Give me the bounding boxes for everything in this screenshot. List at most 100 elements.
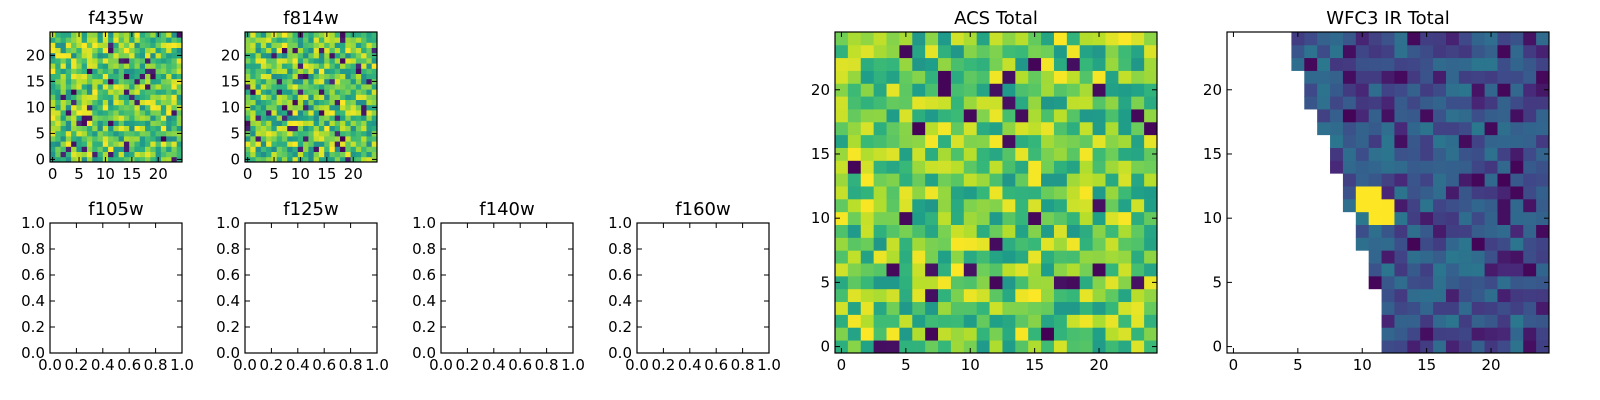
heatmap-cell <box>835 134 849 148</box>
heatmap-cell <box>255 47 262 54</box>
heatmap-cell <box>1433 211 1447 225</box>
heatmap-cell <box>1394 186 1408 200</box>
heatmap-cell <box>1131 57 1145 71</box>
heatmap-cell <box>1536 160 1550 174</box>
heatmap-cell <box>139 120 146 126</box>
heatmap-cell <box>912 224 926 238</box>
heatmap-cell <box>108 73 114 80</box>
heatmap-cell <box>1484 186 1498 200</box>
heatmap-cell <box>166 68 172 74</box>
heatmap-cell <box>303 37 309 43</box>
heatmap-cell <box>371 120 378 126</box>
heatmap-cell <box>287 99 293 106</box>
heatmap-cell <box>1041 44 1055 59</box>
heatmap-cell <box>1445 224 1460 238</box>
heatmap-cell <box>281 32 288 38</box>
heatmap-cell <box>1536 237 1550 251</box>
heatmap-cell <box>171 73 178 80</box>
heatmap-cell <box>281 151 288 158</box>
heatmap-cell <box>1041 237 1055 251</box>
heatmap-cell <box>255 52 262 59</box>
heatmap-cell <box>50 146 56 152</box>
heatmap-cell <box>886 314 900 328</box>
heatmap-cell <box>113 78 120 85</box>
heatmap-cell <box>899 70 913 84</box>
heatmap-cell <box>250 58 256 64</box>
heatmap-cell <box>276 110 283 116</box>
heatmap-cell <box>118 120 125 126</box>
heatmap-cell <box>145 47 151 54</box>
heatmap-cell <box>276 58 283 64</box>
heatmap-cell <box>963 250 978 264</box>
heatmap-cell <box>50 73 56 80</box>
heatmap-cell <box>292 68 299 74</box>
heatmap-cell <box>1368 44 1382 59</box>
heatmap-cell <box>860 186 875 200</box>
heatmap-cell <box>292 63 299 69</box>
heatmap-cell <box>150 125 156 132</box>
heatmap-cell <box>1536 32 1550 46</box>
heatmap-cell <box>1015 198 1029 213</box>
heatmap-cell <box>361 120 367 126</box>
heatmap-cell <box>1118 109 1132 123</box>
heatmap-cell <box>292 99 299 106</box>
heatmap-cell <box>345 68 351 74</box>
heatmap-cell <box>1497 211 1511 225</box>
heatmap-cell <box>1536 314 1550 328</box>
heatmap-cell <box>297 99 304 106</box>
heatmap-cell <box>171 32 178 38</box>
heatmap-cell <box>1028 57 1042 71</box>
heatmap-cell <box>1458 275 1473 290</box>
heatmap-cell <box>60 52 67 59</box>
heatmap-cell <box>1510 44 1524 59</box>
heatmap-cell <box>860 314 875 328</box>
heatmap-cell <box>155 125 162 132</box>
heatmap-cell <box>1105 237 1119 251</box>
heatmap-cell <box>260 99 267 106</box>
heatmap-cell <box>912 57 926 71</box>
heatmap-cell <box>255 99 262 106</box>
x-tick-label: 0 <box>1229 356 1239 374</box>
heatmap-cell <box>1381 96 1395 110</box>
heatmap-cell <box>287 52 293 59</box>
heatmap-cell <box>145 120 151 126</box>
heatmap-cell <box>155 130 162 137</box>
heatmap-cell <box>160 99 167 106</box>
heatmap-cell <box>1407 198 1421 213</box>
f105w-panel: 0.0 0.2 0.4 0.6 0.8 1.00.00.20.40.60.81.0f105… <box>21 199 194 374</box>
heatmap-cell <box>1105 198 1119 213</box>
heatmap-cell <box>1330 109 1344 123</box>
heatmap-cell <box>155 146 162 152</box>
x-tick-label: 0.8 <box>731 356 755 374</box>
heatmap-cell <box>318 151 325 158</box>
heatmap-cell <box>71 37 77 43</box>
heatmap-cell <box>1523 301 1537 315</box>
heatmap-cell <box>287 89 293 95</box>
heatmap-cell <box>134 99 141 106</box>
heatmap-cell <box>318 73 325 80</box>
heatmap-cell <box>976 340 990 354</box>
heatmap-cell <box>1536 186 1550 200</box>
heatmap-cell <box>1144 44 1158 59</box>
y-tick-label: 15 <box>26 72 45 90</box>
heatmap-cell <box>1015 121 1029 136</box>
heatmap-cell <box>1002 109 1016 123</box>
heatmap-cell <box>139 110 146 116</box>
heatmap-cell <box>847 134 862 148</box>
heatmap-cell <box>276 68 283 74</box>
heatmap-cell <box>912 134 926 148</box>
heatmap-cell <box>1510 237 1524 251</box>
heatmap-cell <box>1381 70 1395 84</box>
heatmap-cell <box>81 78 88 85</box>
heatmap-cell <box>912 32 926 46</box>
heatmap-cell <box>350 146 357 152</box>
heatmap-cell <box>50 110 56 116</box>
heatmap-cell <box>361 73 367 80</box>
heatmap-cell <box>847 147 862 161</box>
heatmap-cell <box>160 42 167 48</box>
heatmap-cell <box>1394 288 1408 303</box>
heatmap-cell <box>1433 32 1447 46</box>
heatmap-cell <box>65 94 72 100</box>
heatmap-cell <box>287 146 293 152</box>
heatmap-cell <box>1420 237 1434 251</box>
